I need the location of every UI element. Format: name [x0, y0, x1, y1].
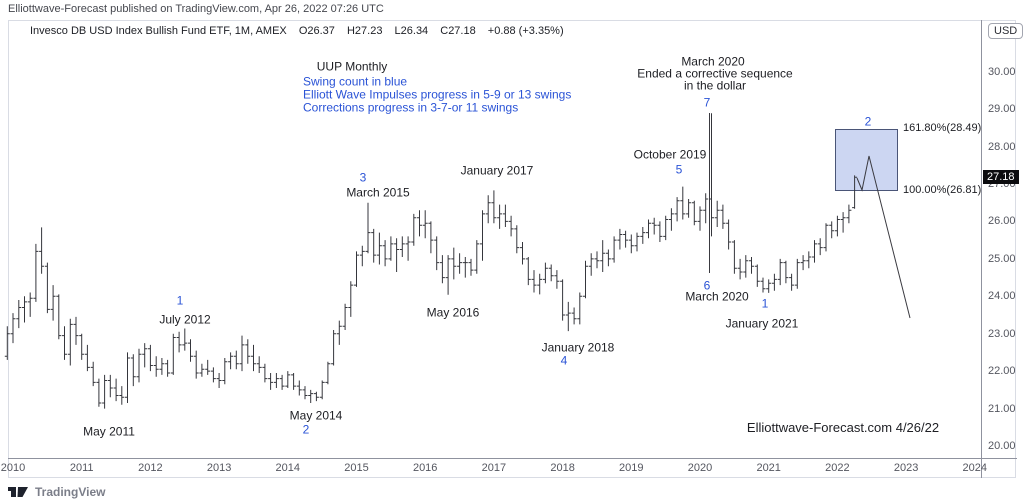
date-label: July 2012	[159, 312, 211, 327]
price-tick-label: 26.00	[988, 215, 1016, 228]
attribution-text: Elliottwave-Forecast published on Tradin…	[8, 3, 384, 15]
symbol-name: Invesco DB USD Index Bullish Fund ETF, 1…	[30, 25, 287, 37]
ohlc-close: C27.18	[440, 25, 476, 37]
fib-label: 100.00%(26.81)	[903, 184, 982, 197]
swing-label: 4	[560, 353, 568, 368]
note: UUP Monthly	[316, 59, 388, 74]
year-tick-label: 2014	[275, 462, 301, 474]
tradingview-footer[interactable]: TradingView	[8, 485, 105, 499]
last-price-badge: 27.18	[983, 170, 1019, 184]
year-tick-label: 2010	[0, 462, 26, 474]
note: in the dollar	[683, 78, 747, 93]
swing-label: 5	[675, 162, 683, 177]
year-tick-label: 2020	[687, 462, 713, 474]
date-label: May 2016	[426, 305, 480, 320]
date-label: May 2014	[289, 408, 343, 423]
swing-label: 7	[703, 95, 711, 110]
swing-label: 2	[864, 114, 872, 129]
ohlc-open: O26.37	[298, 25, 335, 37]
symbol-title-row: Invesco DB USD Index Bullish Fund ETF, 1…	[30, 25, 573, 37]
note: Ended a corrective sequence	[637, 66, 793, 81]
note: Elliott Wave Impulses progress in 5-9 or…	[303, 87, 572, 102]
currency-toggle-button[interactable]: USD	[988, 23, 1024, 39]
year-tick-label: 2012	[138, 462, 163, 474]
year-tick-label: 2011	[69, 462, 94, 474]
year-tick-label: 2018	[550, 462, 575, 474]
year-tick-label: 2013	[206, 462, 232, 474]
date-label: March 2015	[346, 185, 410, 200]
note: Corrections progress in 3-7-or 11 swings	[303, 100, 519, 115]
price-tick-label: 24.00	[988, 290, 1016, 303]
price-tick-label: 20.00	[988, 440, 1016, 452]
price-axis-separator	[981, 20, 982, 478]
time-axis-separator	[8, 458, 1017, 459]
ohlc-change: +0.88 (+3.35%)	[487, 25, 564, 37]
date-label: January 2021	[725, 316, 799, 331]
fib-projection-box[interactable]	[835, 129, 898, 191]
date-label: October 2019	[633, 147, 707, 162]
swing-label: 1	[761, 296, 769, 311]
year-tick-label: 2023	[893, 462, 919, 474]
price-tick-label: 23.00	[988, 327, 1016, 340]
fib-label: 161.80%(28.49)	[903, 122, 982, 135]
swing-label: 2	[302, 422, 310, 437]
price-tick-label: 25.00	[988, 252, 1016, 265]
year-tick-label: 2015	[344, 462, 369, 474]
date-label: March 2020	[685, 289, 749, 304]
price-tick-label: 22.00	[988, 365, 1016, 378]
price-tick-label: 21.00	[988, 402, 1016, 415]
year-tick-label: 2017	[481, 462, 507, 474]
year-tick-label: 2019	[619, 462, 644, 474]
note: March 2020	[681, 54, 745, 69]
swing-label: 6	[703, 278, 711, 293]
date-label: January 2018	[541, 340, 615, 355]
year-tick-label: 2024	[962, 462, 988, 474]
price-tick-label: 29.00	[988, 103, 1016, 116]
ohlc-high: H27.23	[346, 25, 383, 37]
tradingview-logo-icon	[8, 487, 28, 497]
note: Swing count in blue	[303, 74, 408, 89]
year-tick-label: 2021	[756, 462, 781, 474]
date-label: May 2011	[83, 424, 135, 439]
swing-label: 3	[359, 170, 367, 185]
watermark: Elliottwave-Forecast.com 4/26/22	[746, 420, 940, 436]
swing-label: 1	[176, 293, 184, 308]
price-tick-label: 30.00	[988, 65, 1016, 78]
price-tick-label: 28.00	[988, 140, 1016, 153]
date-label: January 2017	[460, 163, 534, 178]
tradingview-brand-text: TradingView	[35, 485, 106, 499]
ohlc-low: L26.34	[394, 25, 429, 37]
year-tick-label: 2022	[825, 462, 850, 474]
year-tick-label: 2016	[412, 462, 438, 474]
